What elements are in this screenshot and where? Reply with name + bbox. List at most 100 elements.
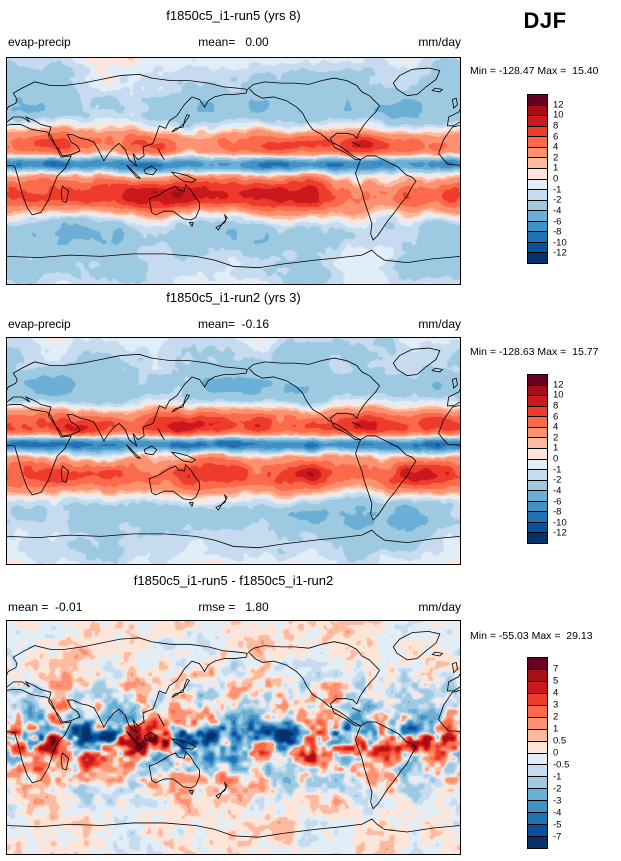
- colorbar-tick-label: 4: [553, 421, 559, 433]
- panel3-subrow: mean = -0.01 rmse = 1.80 mm/day: [6, 600, 461, 614]
- colorbar-tick-label: 4: [553, 687, 559, 699]
- colorbar-step: [528, 491, 547, 502]
- panel3-colorbar: 7 5 4 3 2 1 0.5 0 -0.5 -1 -2 -3 -4 -5 -7: [527, 657, 569, 849]
- panel2-field-canvas: [7, 338, 460, 564]
- colorbar-tick-label: 2: [553, 432, 559, 444]
- panel1-field-canvas: [7, 58, 460, 284]
- colorbar-step: [528, 427, 547, 439]
- colorbar-step: [528, 179, 547, 191]
- colorbar-step: [528, 705, 547, 718]
- panel1-colorbar-swatches: [527, 94, 548, 264]
- colorbar-tick-label: -1: [553, 184, 562, 196]
- colorbar-step: [528, 801, 547, 814]
- colorbar-step: [528, 729, 547, 742]
- colorbar-tick-label: -4: [553, 205, 562, 217]
- colorbar-step: [528, 95, 547, 106]
- colorbar-step: [528, 681, 547, 694]
- colorbar-step: [528, 105, 547, 117]
- panel1-subrow: evap-precip mean= 0.00 mm/day: [6, 35, 461, 49]
- colorbar-tick-label: 8: [553, 400, 559, 412]
- colorbar-tick-label: -2: [553, 474, 562, 486]
- colorbar-step: [528, 753, 547, 766]
- colorbar-step: [528, 448, 547, 460]
- colorbar-tick-label: 2: [553, 711, 559, 723]
- panel1-mean-label: mean= 0.00: [198, 35, 269, 49]
- coastline-path: [7, 631, 460, 837]
- colorbar-step: [528, 480, 547, 492]
- panel3-map: [6, 620, 461, 855]
- colorbar-tick-label: 7: [553, 663, 559, 675]
- panel3-coastlines-svg: [7, 621, 460, 854]
- colorbar-tick-label: -6: [553, 216, 562, 227]
- panel2-title: f1850c5_i1-run2 (yrs 3): [166, 290, 301, 305]
- colorbar-step: [528, 501, 547, 513]
- colorbar-tick-label: -4: [553, 807, 562, 819]
- panel1-coastlines-svg: [7, 58, 460, 284]
- colorbar-step: [528, 211, 547, 222]
- panel3-rmse-label: rmse = 1.80: [198, 600, 269, 614]
- coastline-path: [7, 68, 460, 268]
- colorbar-step: [528, 658, 547, 670]
- panel3-units-label: mm/day: [418, 600, 461, 614]
- colorbar-tick-label: -5: [553, 819, 562, 831]
- panel2-units-label: mm/day: [418, 317, 461, 331]
- colorbar-step: [528, 253, 547, 263]
- panel2-subrow: evap-precip mean= -0.16 mm/day: [6, 317, 461, 331]
- colorbar-tick-label: -7: [553, 831, 562, 843]
- colorbar-step: [528, 242, 547, 254]
- colorbar-tick-label: -6: [553, 496, 562, 507]
- colorbar-step: [528, 375, 547, 386]
- colorbar-step: [528, 438, 547, 449]
- colorbar-step: [528, 777, 547, 790]
- colorbar-step: [528, 232, 547, 243]
- colorbar-step: [528, 837, 547, 848]
- panel1-minmax-label: Min = -128.47 Max = 15.40: [470, 65, 599, 77]
- colorbar-tick-label: -10: [553, 517, 567, 529]
- colorbar-tick-label: -12: [553, 527, 567, 539]
- colorbar-tick-label: 10: [553, 109, 564, 121]
- colorbar-tick-label: 1: [553, 162, 559, 174]
- colorbar-tick-label: 5: [553, 675, 559, 687]
- panel3-title: f1850c5_i1-run5 - f1850c5_i1-run2: [133, 573, 334, 588]
- panel3-field-canvas: [7, 621, 460, 854]
- colorbar-tick-label: 6: [553, 131, 559, 142]
- colorbar-tick-label: -1: [553, 464, 562, 476]
- colorbar-step: [528, 825, 547, 838]
- colorbar-step: [528, 741, 547, 754]
- colorbar-step: [528, 137, 547, 148]
- colorbar-step: [528, 147, 547, 159]
- panel1-variable-label: evap-precip: [8, 35, 71, 49]
- colorbar-tick-label: 0: [553, 453, 559, 465]
- panel2-colorbar-ticks: 12 10 8 6 4 2 1 0 -1 -2 -4 -6 -8 -10 -12: [553, 374, 593, 544]
- panel2-minmax-label: Min = -128.63 Max = 15.77: [470, 346, 599, 358]
- colorbar-tick-label: -0.5: [553, 759, 570, 771]
- colorbar-step: [528, 459, 547, 471]
- colorbar-tick-label: -10: [553, 237, 567, 249]
- coastline-path: [7, 348, 460, 548]
- panel3-minmax-label: Min = -55.03 Max = 29.13: [470, 630, 593, 642]
- colorbar-step: [528, 813, 547, 826]
- colorbar-tick-label: 12: [553, 99, 564, 111]
- colorbar-tick-label: -3: [553, 795, 562, 807]
- colorbar-step: [528, 385, 547, 397]
- colorbar-step: [528, 765, 547, 778]
- panel2-colorbar: 12 10 8 6 4 2 1 0 -1 -2 -4 -6 -8 -10 -12: [527, 374, 567, 544]
- colorbar-step: [528, 190, 547, 201]
- panel1-title: f1850c5_i1-run5 (yrs 8): [166, 8, 301, 23]
- colorbar-tick-label: 8: [553, 120, 559, 132]
- colorbar-tick-label: 2: [553, 152, 559, 164]
- panel1-colorbar-ticks: 12 10 8 6 4 2 1 0 -1 -2 -4 -6 -8 -10 -12: [553, 94, 593, 264]
- colorbar-tick-label: -8: [553, 506, 562, 518]
- colorbar-tick-label: -2: [553, 783, 562, 795]
- colorbar-tick-label: 4: [553, 141, 559, 153]
- colorbar-step: [528, 221, 547, 233]
- panel1-colorbar: 12 10 8 6 4 2 1 0 -1 -2 -4 -6 -8 -10 -12: [527, 94, 567, 264]
- colorbar-step: [528, 396, 547, 407]
- colorbar-tick-label: -2: [553, 194, 562, 206]
- colorbar-tick-label: 1: [553, 442, 559, 454]
- colorbar-step: [528, 126, 547, 138]
- colorbar-step: [528, 522, 547, 534]
- colorbar-tick-label: 0: [553, 173, 559, 185]
- colorbar-step: [528, 417, 547, 428]
